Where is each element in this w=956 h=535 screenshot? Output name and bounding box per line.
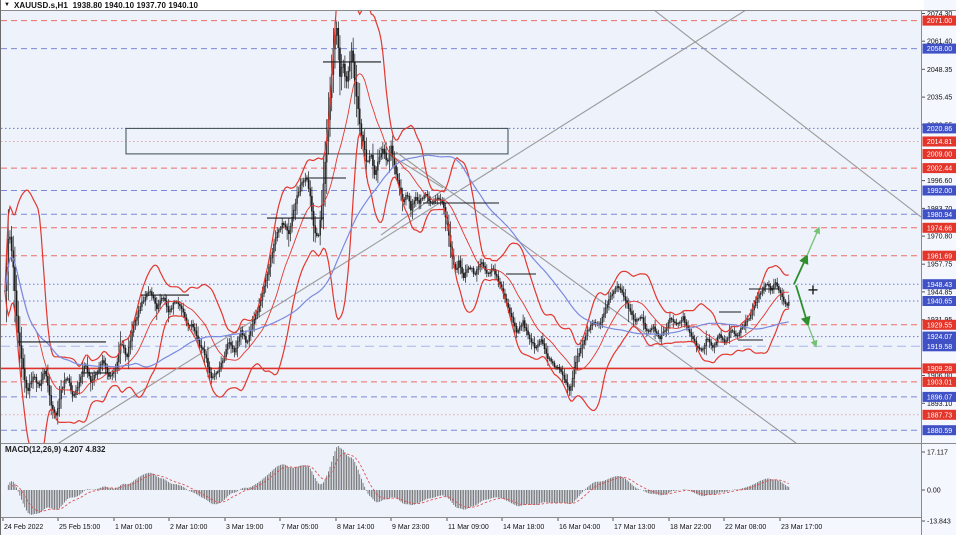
- price-tick-label: 2061.40: [927, 39, 952, 46]
- time-tick-label: 18 Mar 22:00: [670, 524, 711, 531]
- macd-tick-label: 17.117: [927, 450, 948, 457]
- time-tick-label: 9 Mar 23:00: [392, 524, 429, 531]
- price-level-badge: [922, 149, 956, 159]
- price-level-badge: [922, 341, 956, 352]
- time-tick-label: 11 Mar 09:00: [448, 524, 489, 531]
- price-tick-label: 2048.35: [927, 67, 952, 74]
- price-badge-label: 1887.73: [927, 412, 952, 419]
- one-click-trading-toggle-icon[interactable]: ▼: [4, 2, 10, 8]
- price-level-badge: [922, 185, 956, 196]
- price-level-badge: [922, 279, 956, 290]
- swing-level-segments[interactable]: [18, 61, 778, 374]
- main-price-panel[interactable]: [1, 0, 921, 466]
- price-badge-label: 2009.00: [927, 152, 952, 159]
- price-tick-label: 1893.10: [927, 401, 952, 408]
- price-tick-label: 1996.60: [927, 178, 952, 185]
- price-badge-label: 2020.86: [927, 126, 952, 133]
- time-tick-label: 7 Mar 05:00: [281, 524, 318, 531]
- bollinger-middle-line: [4, 73, 789, 395]
- time-axis[interactable]: 24 Feb 2022 25 Feb 15:00 1 Mar 01:00 2 Mar …: [2, 518, 822, 531]
- price-badge-label: 1980.94: [927, 212, 952, 219]
- price-badge-label: 1940.65: [927, 299, 952, 306]
- price-tick-label: 1906.00: [927, 373, 952, 380]
- price-level-badge: [922, 391, 956, 402]
- price-tick-label: 1970.80: [927, 234, 952, 241]
- price-badge-label: 1974.66: [927, 225, 952, 232]
- time-tick-label: 2 Mar 10:00: [170, 524, 207, 531]
- price-tick-label: 2074.30: [927, 11, 952, 18]
- price-badge-label: 1924.07: [927, 334, 952, 341]
- price-tick-label: 2035.45: [927, 95, 952, 102]
- time-tick-label: 24 Feb 2022: [4, 524, 43, 531]
- projection-arrow[interactable]: [795, 284, 811, 327]
- support-resistance-levels: [1, 20, 921, 431]
- time-tick-label: 17 Mar 13:00: [614, 524, 655, 531]
- price-level-badge: [922, 409, 956, 420]
- price-badge-label: 1909.28: [927, 366, 952, 373]
- slow-ma-line: [4, 154, 789, 368]
- price-level-badge: [922, 43, 956, 54]
- time-tick-label: 8 Mar 14:00: [337, 524, 374, 531]
- consolidation-rectangle[interactable]: [125, 127, 509, 155]
- price-badge-label: 2058.00: [927, 46, 952, 53]
- price-level-badge: [922, 163, 956, 174]
- trendline-4[interactable]: [380, 189, 444, 236]
- price-level-badge: [922, 425, 956, 436]
- price-badge-label: 2071.00: [927, 18, 952, 25]
- time-tick-label: 25 Feb 15:00: [59, 524, 100, 531]
- price-badge-label: 1929.55: [927, 322, 952, 329]
- bollinger-lower-line: [4, 131, 789, 444]
- symbol-ohlc-title: XAUUSD.s,H1 1938.80 1940.10 1937.70 1940…: [13, 0, 199, 10]
- price-level-badge: [922, 250, 956, 261]
- price-level-badge: [922, 319, 956, 330]
- price-level-badge: [922, 331, 956, 342]
- trendline-1[interactable]: [641, 0, 921, 218]
- price-badge-label: 1880.59: [927, 428, 952, 435]
- time-tick-label: 14 Mar 18:00: [503, 524, 544, 531]
- macd-tick-label: -13.843: [927, 519, 951, 526]
- price-badge-label: 1903.01: [927, 380, 952, 387]
- price-badge-label: 1992.00: [927, 188, 952, 195]
- price-level-badge: [922, 123, 956, 134]
- price-badge-label: 1948.43: [927, 282, 952, 289]
- projection-arrow[interactable]: [807, 324, 818, 348]
- price-tick-label: 1957.75: [927, 262, 952, 269]
- price-level-badge: [922, 136, 956, 147]
- time-tick-label: 1 Mar 01:00: [115, 524, 152, 531]
- trendline-0[interactable]: [56, 0, 762, 445]
- chart-title-bar: ▼ XAUUSD.s,H1 1938.80 1940.10 1937.70 19…: [1, 0, 924, 10]
- price-level-badge: [922, 296, 956, 306]
- cross-marker[interactable]: [808, 285, 818, 295]
- price-badge-label: 1896.07: [927, 395, 952, 402]
- price-level-badge: [922, 222, 956, 233]
- price-badge-label: 1919.58: [927, 344, 952, 351]
- time-tick-label: 16 Mar 04:00: [559, 524, 600, 531]
- macd-tick-label: 0.00: [927, 488, 941, 495]
- price-badge-label: 2014.81: [927, 139, 952, 146]
- time-tick-label: 3 Mar 19:00: [226, 524, 263, 531]
- bollinger-upper-line: [4, 11, 789, 368]
- macd-signal-line: [11, 453, 789, 512]
- price-level-badge: [922, 209, 956, 220]
- macd-panel[interactable]: [7, 446, 790, 515]
- time-tick-label: 23 Mar 17:00: [781, 524, 822, 531]
- projection-arrow[interactable]: [806, 226, 821, 256]
- projection-arrows[interactable]: [793, 226, 821, 348]
- price-tick-label: 1944.85: [927, 289, 952, 296]
- price-badge-label: 2002.44: [927, 166, 952, 173]
- time-tick-label: 22 Mar 08:00: [725, 524, 766, 531]
- macd-indicator-label: MACD(12,26,9) 4.207 4.832: [5, 445, 106, 454]
- price-level-badge: [922, 15, 956, 26]
- macd-histogram: [7, 446, 790, 515]
- price-level-badge: [922, 363, 956, 374]
- price-axis[interactable]: 2074.302061.402048.352035.452022.551996.…: [922, 11, 956, 526]
- projection-arrow[interactable]: [793, 253, 809, 285]
- price-level-badge: [922, 376, 956, 387]
- price-badge-label: 1961.69: [927, 253, 952, 260]
